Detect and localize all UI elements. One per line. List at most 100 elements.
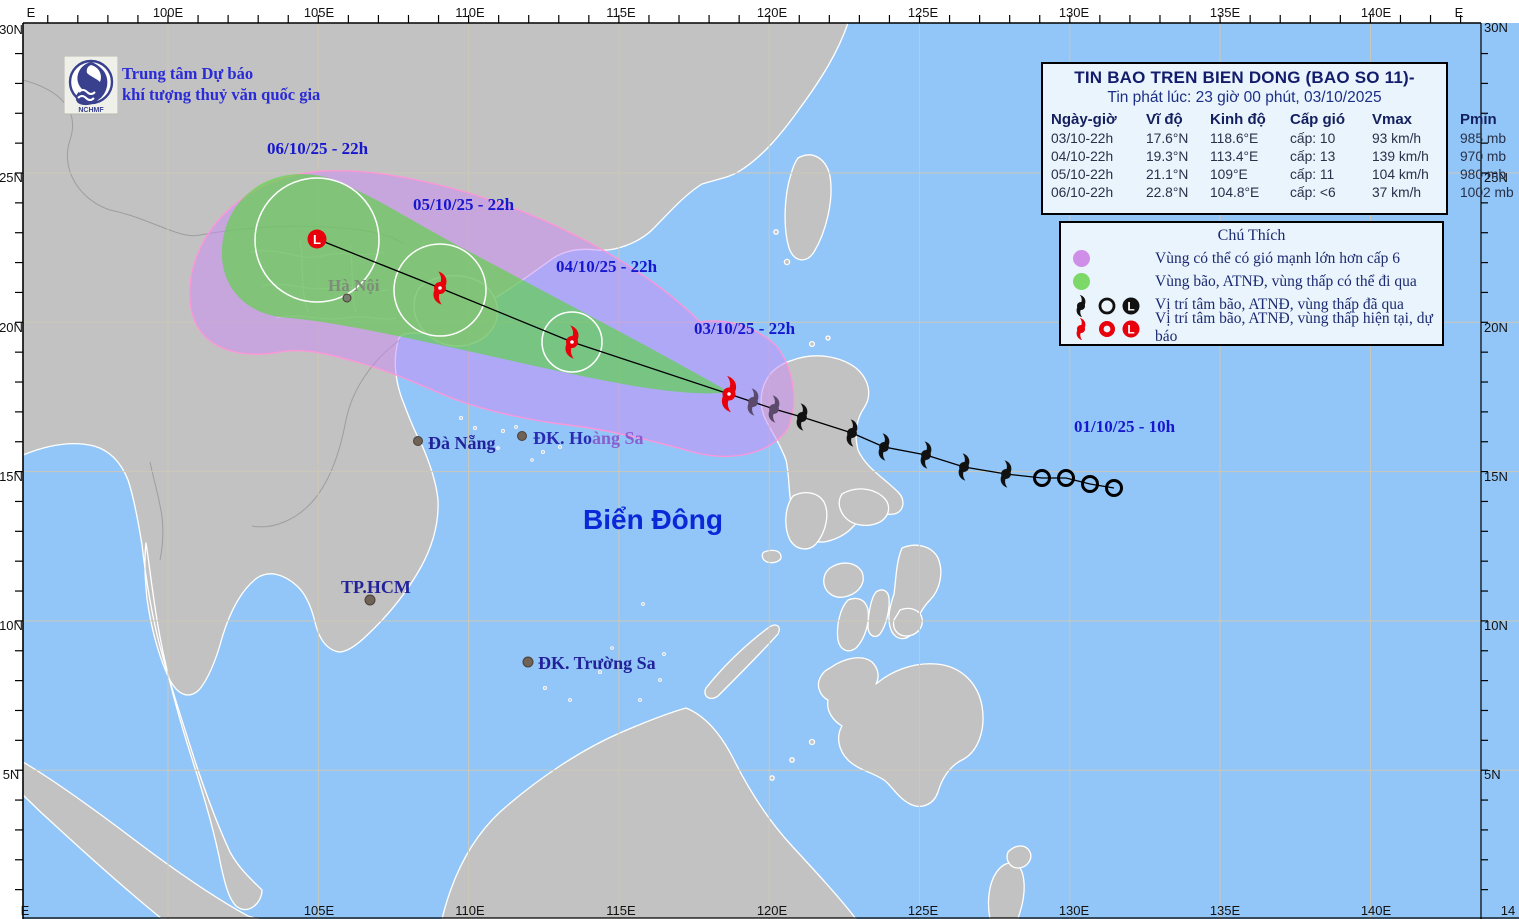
land-islet (761, 549, 782, 564)
table-cell: 118.6°E (1210, 130, 1259, 146)
track-date-label: 01/10/25 - 10h (1074, 417, 1176, 436)
bulletin-title: TIN BAO TREN BIEN DONG (BAO SO 11)- (1074, 68, 1415, 87)
table-cell: cấp: 10 (1290, 130, 1336, 146)
column-header: Cấp gió (1290, 111, 1345, 128)
land-islet (783, 258, 791, 266)
nchmf-logo: NCHMF (64, 56, 118, 115)
forecast-markers-icon: L (1067, 316, 1155, 340)
svg-text:L: L (1127, 322, 1134, 336)
table-cell: 1002 mb (1460, 184, 1514, 200)
track-marker-ty-red (565, 325, 579, 359)
land-bohol (892, 607, 923, 637)
forecast-uncertainty-circle (541, 311, 603, 373)
coordinate-label: 140E (1361, 903, 1392, 918)
legend-item-label: Vị trí tâm bão, ATNĐ, vùng thấp đã qua (1155, 295, 1404, 313)
agency-name: Trung tâm Dự báo khí tượng thuỷ văn quốc… (122, 63, 320, 105)
table-cell: 04/10-22h (1051, 148, 1114, 164)
tp-hcm-label: TP.HCM (341, 577, 411, 597)
past-markers-icon: L (1067, 293, 1155, 317)
table-cell: 980 mb (1460, 166, 1507, 182)
forecast-uncertainty-circle (393, 243, 487, 337)
track-marker-L-red: L (307, 229, 327, 249)
coordinate-label: 100E (153, 5, 184, 20)
track-date-label: 06/10/25 - 22h (267, 139, 369, 158)
track-marker-ring (1033, 469, 1051, 487)
coordinate-label: 105E (304, 5, 335, 20)
coordinate-label: 105E (304, 903, 335, 918)
coordinate-label: 115E (606, 903, 636, 918)
table-cell: cấp: 13 (1290, 148, 1336, 164)
table-cell: 985 mb (1460, 130, 1507, 146)
column-header: Vĩ độ (1146, 111, 1183, 128)
coordinate-label: 135E (1210, 903, 1241, 918)
track-marker-ring (1057, 469, 1075, 487)
coordinate-label: 30N (0, 22, 23, 37)
track-marker-ring (1105, 479, 1123, 497)
svg-text:L: L (1127, 299, 1134, 313)
table-cell: cấp: <6 (1290, 184, 1336, 200)
table-cell: 21.1°N (1146, 166, 1189, 182)
track-marker-ring (1081, 475, 1099, 493)
agency-line-1: Trung tâm Dự báo (122, 64, 254, 83)
storm-track: L (307, 229, 1123, 497)
coordinate-label: 5N (1484, 767, 1501, 782)
land-negros (836, 597, 870, 652)
legend-items: Vùng có thể có gió mạnh lớn hơn cấp 6 Vùn… (1067, 247, 1436, 345)
coordinate-label: 10N (0, 618, 23, 633)
bulletin-table: Ngày-giờ Vĩ độ Kinh độ Cấp gió Vmax Pmin 03/10… (1051, 110, 1514, 201)
land-borneo (441, 707, 857, 919)
coordinate-label: 125E (908, 903, 939, 918)
land-sumatra (22, 761, 259, 919)
coordinate-label: 120E (757, 5, 788, 20)
land-panay (823, 562, 864, 598)
coordinate-label: 15N (0, 469, 23, 484)
table-cell: 104 km/h (1372, 166, 1429, 182)
land-islet (825, 335, 831, 341)
land-palawan (704, 624, 780, 700)
da-nang-label: Đà Nẵng (428, 433, 496, 453)
forecast-uncertainty-circle (254, 177, 380, 303)
coordinate-label: E (21, 903, 30, 918)
coordinate-label: 5N (3, 767, 20, 782)
island-specks (458, 415, 666, 702)
purple-area-icon (1067, 250, 1155, 267)
coordinate-label: 120E (757, 903, 788, 918)
column-header: Vmax (1372, 111, 1413, 128)
table-cell: 06/10-22h (1051, 184, 1114, 200)
coordinate-label: 110E (455, 903, 485, 918)
column-header: Pmin (1460, 111, 1497, 128)
land-islet (808, 738, 816, 746)
table-cell: 17.6°N (1146, 130, 1189, 146)
table-cell: 37 km/h (1372, 184, 1422, 200)
coordinate-label: E (1455, 5, 1464, 20)
track-date-label: 05/10/25 - 22h (413, 195, 515, 214)
table-cell: cấp: 11 (1290, 166, 1335, 182)
coordinate-label: 30N (1484, 20, 1508, 35)
table-cell: 93 km/h (1372, 130, 1422, 146)
dk-hoang-sa-label: ĐK. Hoàng Sa (533, 428, 644, 448)
dk-truong-sa-label: ĐK. Trường Sa (538, 653, 656, 673)
table-cell: 104.8°E (1210, 184, 1260, 200)
track-date-label: 04/10/25 - 22h (556, 257, 658, 276)
svg-text:L: L (313, 232, 321, 247)
coordinate-label: 115E (606, 5, 636, 20)
green-area-icon (1067, 273, 1155, 290)
forecast-circles (254, 177, 603, 373)
coordinate-label: 125E (908, 5, 939, 20)
table-cell: 19.3°N (1146, 148, 1189, 164)
ha-noi-label: Hà Nội (328, 276, 380, 295)
dk-truong-sa-dot (522, 656, 534, 668)
coordinate-label: 110E (455, 5, 485, 20)
track-line (316, 238, 1115, 489)
coordinate-labels: E 100E 105E 110E 115E 120E 125E 130E 135E 140E E E 1… (0, 5, 1515, 918)
legend-item: L Vị trí tâm bão, ATNĐ, vùng thấp hiện tạ… (1067, 310, 1436, 345)
bulletin-issued-time: Tin phát lúc: 23 giờ 00 phút, 03/10/2025 (1107, 89, 1382, 106)
table-cell: 139 km/h (1372, 148, 1429, 164)
coordinate-label: 130E (1059, 903, 1090, 918)
coordinate-label: 20N (0, 320, 23, 335)
tp-hcm-dot (364, 594, 376, 606)
table-cell: 03/10-22h (1051, 130, 1114, 146)
legend-item: L Vị trí tâm bão, ATNĐ, vùng thấp đã qua (1067, 293, 1436, 317)
agency-line-2: khí tượng thuỷ văn quốc gia (122, 85, 321, 104)
